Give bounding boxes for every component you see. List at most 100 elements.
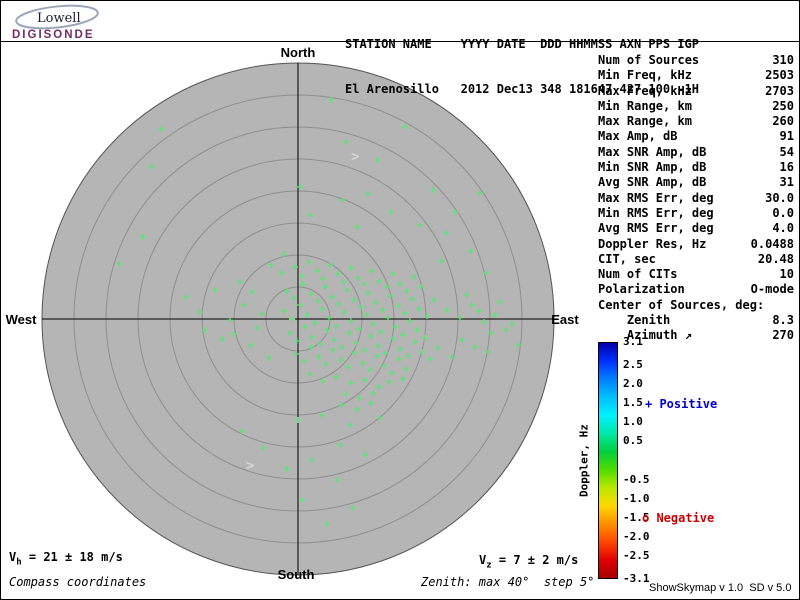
colorbar-tick-label: -2.5	[623, 548, 650, 562]
colorbar-tick-label: 2.5	[623, 357, 643, 371]
stat-value: 31	[779, 175, 794, 190]
stat-label: Min Freq, kHz	[598, 68, 692, 83]
stat-row: Doppler Res, Hz 0.0488	[598, 237, 794, 252]
stat-value: 310	[772, 53, 794, 67]
stat-value: 250	[772, 98, 794, 113]
colorbar-tick-label: -3.1	[623, 571, 650, 585]
stat-value: 30.0	[765, 190, 794, 205]
stat-value: 0.0	[772, 205, 794, 220]
colorbar-tick-label: -2.0	[623, 529, 650, 543]
zenith-range-note: Zenith: max 40° step 5°	[421, 575, 595, 589]
stat-value: 2703	[765, 83, 794, 98]
chevron-mark: >	[351, 149, 359, 165]
colorbar-tick-label: -0.5	[623, 472, 650, 486]
stat-value: 270	[772, 328, 794, 343]
compass-east-label: East	[551, 312, 579, 327]
stat-label: Polarization	[598, 282, 685, 297]
stat-label: Max Range, km	[598, 114, 692, 129]
stat-label: Max Freq, kHz	[598, 83, 692, 98]
stat-row: Azimuth ↗ 270	[598, 328, 794, 343]
stat-label: Avg SNR Amp, dB	[598, 175, 707, 190]
vh-value: = 21 ± 18 m/s	[21, 550, 123, 564]
stat-label: Max RMS Err, deg	[598, 190, 714, 205]
stat-label: CIT, sec	[598, 251, 656, 266]
vz-subscript: z	[486, 560, 492, 571]
stat-row: Avg RMS Err, deg 4.0	[598, 221, 794, 236]
compass-north-label: North	[280, 45, 316, 60]
stat-row: Polarization O-mode	[598, 282, 794, 297]
stat-value: 260	[772, 114, 794, 129]
stat-label: Num of CITs	[598, 267, 678, 282]
colorbar-tick-label: -1.0	[623, 491, 650, 505]
stat-label: Azimuth ↗	[598, 328, 692, 343]
version-text: ShowSkymap v 1.0 SD v 5.0	[649, 582, 792, 594]
stat-row: Num of CITs 10	[598, 267, 794, 282]
stat-row: Min Freq, kHz 2503	[598, 68, 794, 83]
stat-row: Avg SNR Amp, dB 31	[598, 175, 794, 190]
stat-label: Zenith	[598, 313, 671, 328]
logo-graphic: Lowell DIGISONDE	[12, 4, 99, 41]
header-labels-row: STATION NAME YYYY DATE DDD HHMMSS AXN PP…	[345, 37, 700, 51]
stat-label: Min Range, km	[598, 98, 692, 113]
stat-label: Avg RMS Err, deg	[598, 221, 714, 236]
vh-symbol: V	[9, 550, 17, 564]
stat-value: 10	[779, 267, 794, 282]
colorbar-tick-label: 1.5	[623, 396, 643, 410]
stat-row: Center of Sources, deg:	[598, 298, 794, 313]
stat-label: Max Amp, dB	[598, 129, 678, 144]
legend-positive: + Positive	[645, 397, 718, 411]
stat-row: Min SNR Amp, dB 16	[598, 160, 794, 175]
chevron-mark: >	[246, 458, 254, 474]
header-divider	[1, 41, 799, 42]
stats-panel: Num of Sources 310 Min Freq, kHz 2503 Max Fr…	[598, 53, 794, 344]
logo-product: DIGISONDE	[12, 29, 95, 41]
colorbar-ticks: 3.1 2.5 2.0 1.5 1.0 0.5 -0.5 -1.0 -1.5 -2.0 -2.5 -3…	[623, 335, 663, 585]
stat-row: Max Amp, dB 91	[598, 129, 794, 144]
digisonde-logo: Lowell DIGISONDE	[9, 4, 149, 41]
logo-brand: Lowell	[37, 11, 81, 26]
vz-value: = 7 ± 2 m/s	[491, 553, 579, 567]
colorbar-gradient	[598, 342, 618, 579]
legend-negative: o Negative	[642, 511, 715, 525]
stat-label: Num of Sources	[598, 53, 700, 67]
horizontal-velocity: Vh = 21 ± 18 m/s	[9, 550, 123, 567]
vh-subscript: h	[16, 557, 22, 568]
stat-row: Max RMS Err, deg 30.0	[598, 191, 794, 206]
stat-value: 91	[779, 129, 794, 144]
stat-value: 54	[779, 144, 794, 159]
logo-swoosh	[15, 4, 99, 30]
stat-row: Max SNR Amp, dB 54	[598, 145, 794, 160]
stat-value: 0.0488	[750, 236, 794, 251]
stat-label: Min SNR Amp, dB	[598, 160, 707, 175]
compass-south-label: South	[277, 567, 315, 582]
colorbar-tick-label: 2.0	[623, 376, 643, 390]
stat-row: Max Freq, kHz 2703	[598, 84, 794, 99]
colorbar-tick-label: 1.0	[623, 415, 643, 429]
colorbar-tick-label: -1.5	[623, 510, 650, 524]
coordinates-note: Compass coordinates	[9, 575, 147, 589]
colorbar-tick-label: 0.5	[623, 434, 643, 448]
vertical-velocity: Vz = 7 ± 2 m/s	[479, 553, 578, 570]
stat-row: Zenith 8.3	[598, 313, 794, 328]
stat-label: Center of Sources, deg:	[598, 297, 765, 312]
stat-value: 16	[779, 160, 794, 175]
stat-value: 2503	[765, 68, 794, 83]
station-header: STATION NAME YYYY DATE DDD HHMMSS AXN PP…	[345, 7, 699, 127]
stat-value: 8.3	[772, 313, 794, 328]
colorbar-tick-label: 3.1	[623, 334, 643, 348]
header-values-row: El Arenosillo 2012 Dec13 348 181647 427 …	[345, 82, 700, 96]
stat-row: Min RMS Err, deg 0.0	[598, 206, 794, 221]
stat-label: Min RMS Err, deg	[598, 205, 714, 220]
stat-row: Max Range, km 260	[598, 114, 794, 129]
stat-label: Doppler Res, Hz	[598, 236, 707, 251]
stat-row: Num of Sources 310	[598, 53, 794, 68]
stat-row: Min Range, km 250	[598, 99, 794, 114]
stat-value: O-mode	[750, 282, 794, 297]
source-points	[116, 97, 521, 527]
chevron-marks: >>	[246, 149, 359, 474]
vz-symbol: V	[479, 553, 487, 567]
doppler-colorbar: Doppler, Hz 3.1 2.5 2.0 1.5 1.0 0.5 -0.5 -1.0 -1…	[578, 335, 650, 585]
stat-value: 20.48	[757, 251, 794, 266]
